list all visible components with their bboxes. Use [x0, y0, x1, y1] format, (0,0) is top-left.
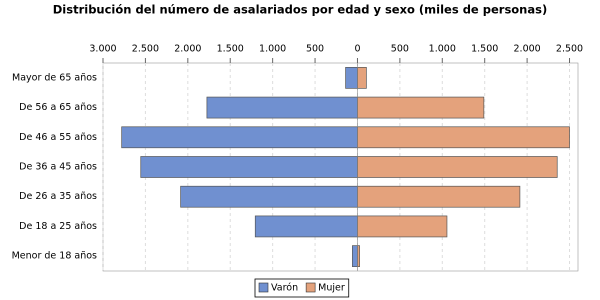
bar	[254, 215, 358, 238]
chart-title: Distribución del número de asalariados p…	[53, 3, 547, 17]
bar	[121, 126, 358, 149]
y-tick-label: De 26 a 35 años	[19, 191, 97, 202]
bar	[345, 67, 358, 89]
y-tick-label: De 56 a 65 años	[19, 102, 97, 113]
bar	[357, 126, 570, 149]
bar	[357, 245, 360, 267]
bar	[357, 156, 558, 178]
x-tick-label: 2.000	[174, 44, 201, 55]
x-tick-label: 1.500	[217, 44, 244, 55]
bar	[357, 215, 448, 238]
y-tick-label: De 18 a 25 años	[19, 221, 97, 232]
legend-box	[254, 278, 350, 298]
bar	[180, 185, 358, 208]
x-tick-label: 500	[306, 44, 324, 55]
legend-swatch	[258, 282, 269, 293]
y-tick-label: Mayor de 65 años	[12, 72, 97, 83]
bar	[206, 96, 358, 119]
legend-label: Mujer	[318, 283, 345, 294]
legend-label: Varón	[271, 283, 298, 294]
x-tick-label: 0	[354, 44, 360, 55]
bar	[357, 67, 367, 89]
y-tick-label: De 46 a 55 años	[19, 132, 97, 143]
bar	[352, 245, 358, 267]
x-tick-label: 2.500	[132, 44, 159, 55]
bar	[357, 185, 521, 208]
x-tick-label: 500	[391, 44, 409, 55]
x-tick-label: 3.000	[89, 44, 116, 55]
y-tick-label: Menor de 18 años	[12, 251, 97, 262]
legend-swatch	[305, 282, 316, 293]
x-tick-label: 1.000	[259, 44, 286, 55]
x-tick-label: 1.500	[471, 44, 498, 55]
bar	[357, 96, 485, 119]
bar	[140, 156, 358, 178]
x-tick-label: 2.500	[556, 44, 583, 55]
y-tick-label: De 36 a 45 años	[19, 162, 97, 173]
x-tick-label: 2.000	[514, 44, 541, 55]
x-tick-label: 1.000	[429, 44, 456, 55]
